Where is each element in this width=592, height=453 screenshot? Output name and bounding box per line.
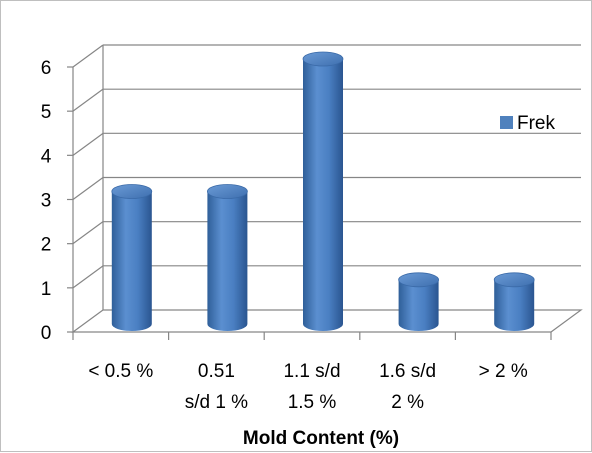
bar-3	[398, 272, 440, 332]
y-tick-label-0: 0	[41, 323, 52, 344]
bar-cap-0	[111, 184, 153, 199]
legend-swatch-frek	[500, 116, 513, 129]
y-tick-label-2: 2	[41, 235, 52, 256]
y-tick-label-6: 6	[41, 58, 52, 79]
x-tick-label-3-1: 2 %	[391, 392, 424, 413]
bar-0	[111, 184, 153, 332]
gridline-depth-2	[72, 221, 104, 245]
x-tick-label-1-0: 0.51	[198, 361, 235, 382]
gridline-depth-3	[72, 177, 104, 200]
x-tick-label-2-0: 1.1 s/d	[283, 361, 340, 382]
bar-body-1	[207, 191, 248, 332]
bar-cap-2	[302, 51, 344, 67]
bar-2	[302, 51, 344, 331]
bar-4	[493, 272, 535, 332]
y-tick-label-1: 1	[41, 279, 52, 300]
gridline-depth-4	[72, 132, 104, 156]
bar-1	[206, 184, 248, 332]
x-tick-label-0-0: < 0.5 %	[88, 361, 153, 382]
axis-layer	[67, 45, 583, 340]
bar-layer	[111, 51, 535, 332]
label-layer: 0 1 2 3 4 5 6 < 0.5 % 0.51 s/d 1 % 1.1 s/d 1.5 % 1.6…	[41, 58, 528, 413]
gridline-depth-1	[72, 265, 104, 289]
bar-cap-3	[398, 272, 440, 288]
bar-cap-1	[206, 184, 248, 199]
legend-label-frek: Frek	[517, 113, 556, 134]
x-tick-label-4-0: > 2 %	[479, 361, 528, 382]
y-tick-label-5: 5	[41, 102, 52, 123]
bar-cap-4	[493, 272, 535, 288]
x-tick-label-2-1: 1.5 %	[288, 392, 337, 413]
x-tick-label-1-1: s/d 1 %	[185, 392, 248, 413]
x-tick-label-3-0: 1.6 s/d	[379, 361, 436, 382]
bar-body-3	[398, 279, 439, 332]
x-axis-title: Mold Content (%)	[243, 428, 399, 449]
gridline-depth-6	[72, 44, 104, 68]
y-tick-label-4: 4	[41, 146, 52, 167]
legend: Frek	[500, 113, 556, 134]
chart-floor	[71, 309, 583, 333]
bar-body-4	[494, 279, 535, 332]
y-tick-label-3: 3	[41, 191, 52, 212]
bar-body-2	[303, 59, 343, 331]
bar-body-0	[111, 191, 152, 332]
gridline-depth-5	[72, 88, 104, 112]
